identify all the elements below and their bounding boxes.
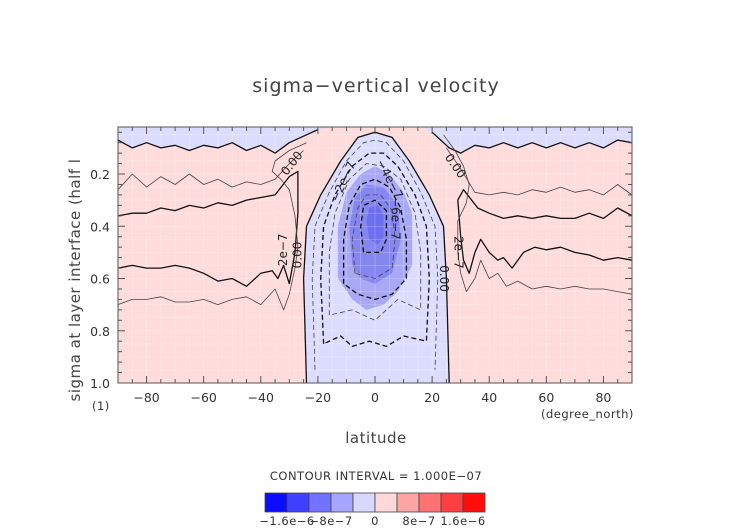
- contour-line-8: [443, 134, 632, 295]
- x-axis-label: latitude: [345, 429, 407, 447]
- x-tick-label: 20: [424, 390, 440, 405]
- x-tick-label: −40: [248, 390, 274, 405]
- colorbar-swatch: [418, 492, 442, 513]
- contour-interval: CONTOUR INTERVAL = 1.000E−07: [270, 469, 482, 483]
- contour-label: 0.00: [290, 242, 304, 269]
- contour-line-14: [360, 199, 388, 254]
- colorbar-swatch: [352, 492, 376, 513]
- colorbar-swatch: [330, 492, 354, 513]
- contour-line-1: [118, 129, 319, 154]
- contour-line-11: [328, 163, 422, 321]
- contour-label: 2e−7: [276, 233, 290, 266]
- colorbar-swatch: [462, 492, 486, 513]
- y-tick-label: 0.8: [90, 324, 110, 339]
- y-tick-label: 1.0: [90, 376, 110, 391]
- x-tick-label: −80: [133, 390, 159, 405]
- contour-label: 2e−7: [451, 236, 465, 269]
- contour-line-2: [431, 131, 632, 154]
- x-units: (degree_north): [541, 407, 634, 421]
- colorbar-label: −8e−7: [309, 514, 352, 528]
- y-tick-label: 0.4: [90, 219, 110, 234]
- colorbar-swatch: [374, 492, 398, 513]
- contour-line-4: [118, 170, 299, 287]
- fill-region-2: [420, 127, 632, 154]
- contour-line-13: [351, 194, 396, 279]
- fill-region-1: [118, 127, 333, 154]
- chart-title: sigma−vertical velocity: [252, 75, 499, 97]
- colorbar-swatch: [286, 492, 310, 513]
- colorbar-label: 1.6e−6: [440, 514, 485, 528]
- x-tick-label: −60: [190, 390, 216, 405]
- x-tick-label: 80: [595, 390, 611, 405]
- y-tick-label: 0.6: [90, 272, 110, 287]
- x-tick-label: 0: [371, 390, 379, 405]
- fill-region-5: [366, 205, 384, 245]
- y-units: (1): [92, 399, 110, 413]
- contour-line-9: [311, 139, 439, 370]
- colorbar-label: 0: [371, 514, 379, 528]
- contour-label: −6e−7: [388, 197, 402, 240]
- contour-line-7: [457, 189, 632, 274]
- contour-line-10: [320, 152, 430, 348]
- colorbar-swatch: [440, 492, 464, 513]
- contour-line-12: [342, 178, 408, 301]
- x-tick-label: 40: [481, 390, 497, 405]
- y-tick-label: 0.2: [90, 167, 110, 182]
- colorbar-swatch: [396, 492, 420, 513]
- contour-line-5: [118, 142, 307, 311]
- y-axis-label: sigma at layer interface (half l: [66, 159, 84, 402]
- colorbar-label: 8e−7: [402, 514, 435, 528]
- x-tick-label: 60: [538, 390, 554, 405]
- contour-line-3: [118, 150, 304, 190]
- colorbar-swatch: [308, 492, 332, 513]
- colorbar-label: −1.6e−6: [259, 514, 314, 528]
- x-tick-label: −20: [305, 390, 331, 405]
- contour-line-6: [446, 147, 632, 196]
- colorbar-swatch: [264, 492, 288, 513]
- contour-label: 0.00: [437, 265, 451, 292]
